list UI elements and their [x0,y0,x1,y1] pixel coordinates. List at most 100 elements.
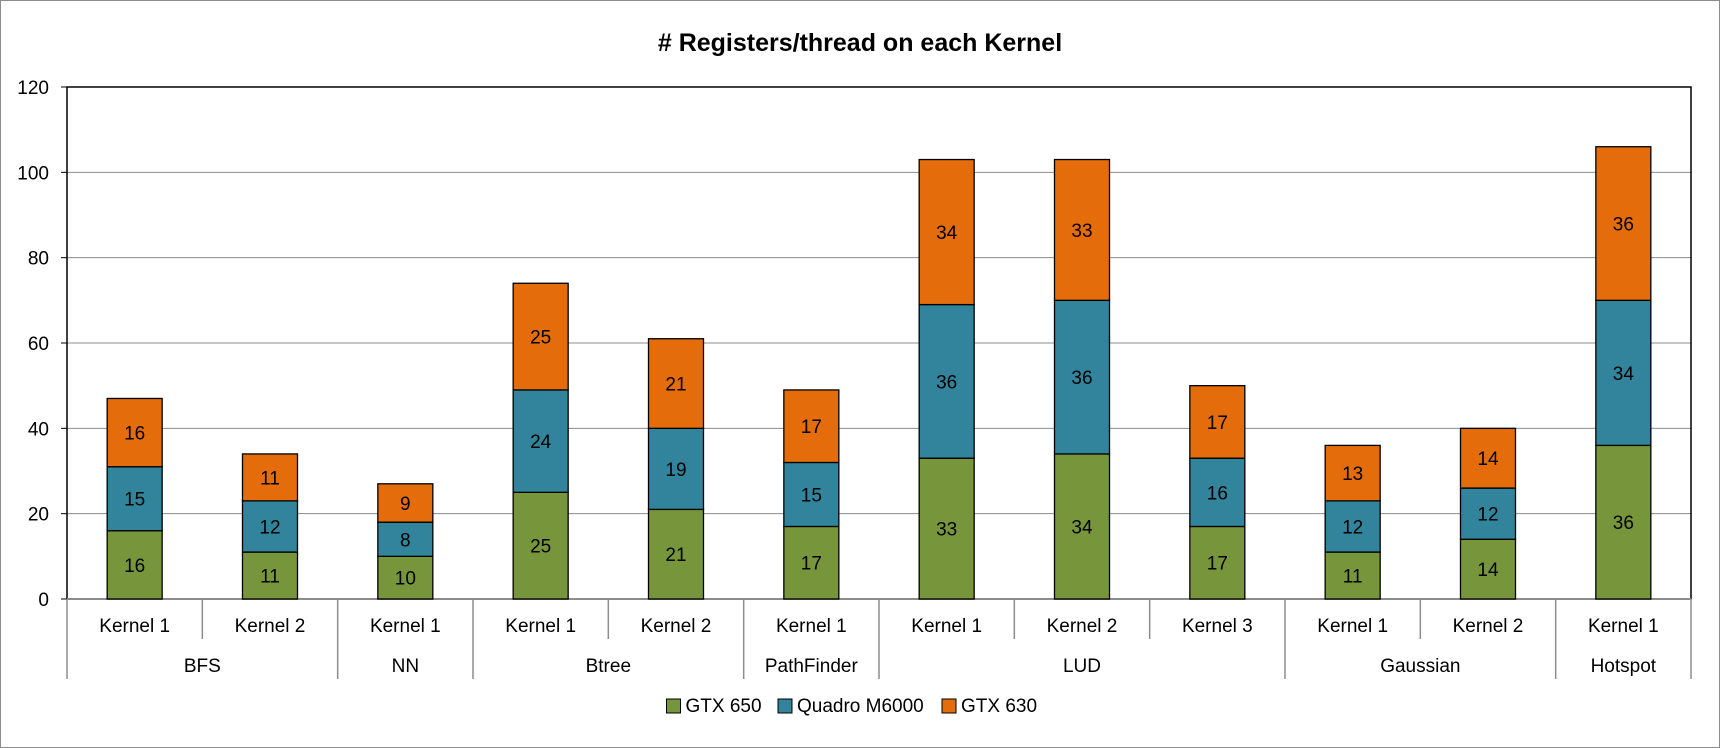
category-label: Kernel 2 [1047,616,1118,637]
y-tick-label: 120 [17,78,49,99]
bar-segment [1595,146,1652,301]
data-label: 25 [530,537,551,558]
data-label: 34 [1071,517,1093,538]
bar-segment [1459,538,1517,600]
legend-swatch [941,698,957,714]
data-label: 17 [801,417,822,438]
data-label: 19 [665,460,686,481]
data-label: 13 [1342,464,1363,485]
bar-segment [1324,500,1381,553]
group-label: BFS [184,656,221,677]
bar-segment [783,389,840,464]
data-label: 21 [665,545,686,566]
data-label: 33 [1071,221,1092,242]
data-label: 17 [1207,554,1228,575]
data-label: 11 [260,468,280,489]
bar-segment [1053,453,1111,600]
bar-segment [377,555,434,600]
bar-segment [1189,385,1246,459]
bar-segment [1324,444,1381,502]
bar-segment [512,282,569,391]
data-label: 14 [1477,449,1499,470]
bar-segment [1595,444,1652,600]
gridlines [67,86,1691,515]
chart-title: # Registers/thread on each Kernel [658,29,1062,57]
bar-segment [647,427,705,511]
bar-segment [1595,299,1652,447]
data-label: 15 [124,490,145,511]
data-label: 33 [936,520,957,541]
y-tick-label: 100 [17,163,49,184]
data-label: 36 [936,372,957,393]
group-label: NN [392,656,419,677]
data-label: 25 [530,328,551,349]
bar-segment [106,397,163,468]
data-label: 9 [400,494,411,515]
y-tick-label: 20 [28,505,49,526]
data-label: 16 [124,424,145,445]
data-label: 10 [395,569,416,590]
bar-segment [918,457,975,600]
category-label: Kernel 2 [235,616,306,637]
category-label: Kernel 1 [99,616,170,637]
group-label: Gaussian [1380,656,1460,677]
category-label: Kernel 1 [370,616,441,637]
bar-segment [106,530,163,600]
data-label: 34 [936,223,958,244]
bar-segment [1053,158,1111,301]
data-label: 34 [1613,364,1635,385]
group-label: LUD [1063,656,1101,677]
bar-segment [512,389,569,493]
bar-segment [512,491,569,600]
data-label: 17 [801,554,822,575]
category-label: Kernel 2 [1453,616,1524,637]
bar-segment [647,338,705,429]
data-label: 21 [665,375,686,396]
category-label: Kernel 1 [505,616,576,637]
data-label: 12 [1477,505,1498,526]
data-label: 36 [1071,368,1092,389]
data-label: 36 [1613,513,1634,534]
data-label: 12 [1342,517,1363,538]
data-label: 11 [1343,567,1363,588]
bar-segment [783,461,840,528]
bar-segment [1189,525,1246,600]
y-tick-label: 80 [28,249,49,270]
bar-segment [106,466,163,532]
legend-swatch [777,698,793,714]
bar-segment [1459,487,1517,540]
data-label: 8 [400,530,411,551]
data-label: 36 [1613,215,1634,236]
legend: GTX 650 Quadro M6000 GTX 630 [666,696,1037,717]
legend-label: GTX 630 [961,696,1037,717]
group-label: Btree [586,656,631,677]
bar-segment [1053,299,1111,455]
bar-segment [918,158,975,306]
bar-segment [377,521,434,557]
category-label: Kernel 1 [776,616,847,637]
legend-label: GTX 650 [686,696,762,717]
y-tick-label: 60 [28,334,49,355]
y-tick-label: 0 [38,590,49,611]
category-label: Kernel 2 [641,616,712,637]
data-labels: 16 15 16 11 12 11 10 8 9 25 24 25 21 19 21 17 15 17 33 36 34… [124,215,1634,590]
bar-segment [647,508,705,600]
data-label: 15 [801,485,822,506]
data-label: 12 [259,517,280,538]
group-label: PathFinder [765,656,859,677]
category-label: Kernel 1 [1588,616,1659,637]
data-label: 11 [260,567,280,588]
data-label: 14 [1477,560,1499,581]
bars [106,146,1652,600]
bar-segment [918,303,975,459]
category-label: Kernel 1 [1317,616,1388,637]
data-label: 24 [530,432,552,453]
bar-segment [1459,427,1517,489]
category-label: Kernel 1 [911,616,982,637]
bar-segment [377,483,434,523]
data-label: 17 [1207,413,1228,434]
data-label: 16 [124,556,145,577]
y-tick-label: 40 [28,419,49,440]
